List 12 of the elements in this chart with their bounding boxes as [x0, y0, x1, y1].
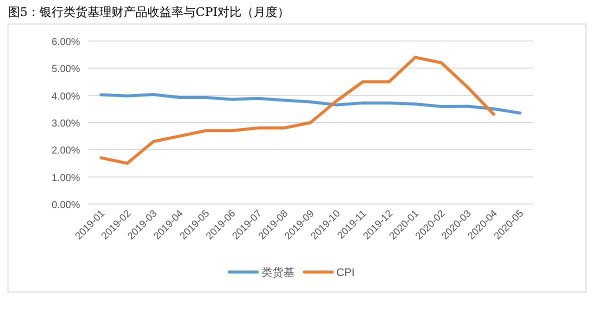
y-tick-label: 4.00% — [52, 91, 80, 102]
y-tick-label: 5.00% — [52, 64, 80, 76]
chart-title: 图5：银行类货基理财产品收益率与CPI对比（月度） — [8, 5, 290, 19]
y-tick-label: 0.00% — [52, 200, 80, 211]
y-tick-label: 2.00% — [52, 146, 80, 157]
y-tick-label: 1.00% — [52, 172, 80, 184]
y-tick-label: 6.00% — [52, 37, 80, 48]
legend-label: 类货基 — [261, 266, 294, 279]
line-series — [100, 93, 522, 114]
y-tick-label: 3.00% — [52, 118, 80, 130]
legend-label: CPI — [336, 267, 355, 279]
line-series — [100, 56, 496, 165]
